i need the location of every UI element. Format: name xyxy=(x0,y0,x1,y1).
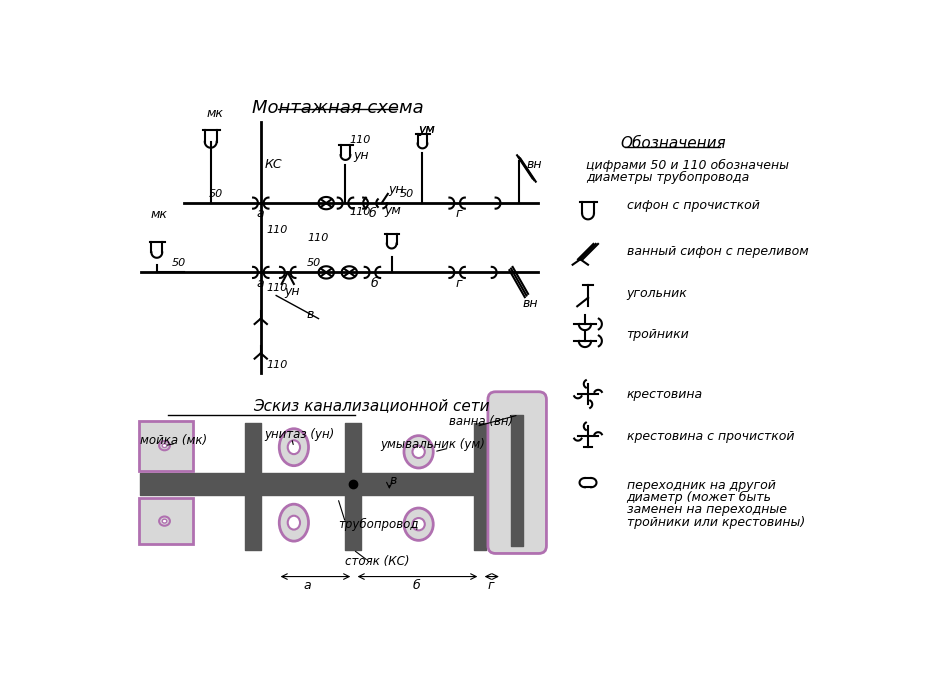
Text: ум: ум xyxy=(384,205,400,217)
Text: диаметр (может быть: диаметр (может быть xyxy=(626,491,770,504)
Text: в: в xyxy=(307,309,314,321)
Text: мк: мк xyxy=(150,208,168,221)
Ellipse shape xyxy=(403,508,433,540)
Text: Обозначения: Обозначения xyxy=(619,136,725,151)
Text: в: в xyxy=(389,474,397,487)
Text: Эскиз канализационной сети: Эскиз канализационной сети xyxy=(253,398,489,413)
Ellipse shape xyxy=(159,441,170,450)
Text: угольник: угольник xyxy=(626,288,687,300)
Text: ванна (вн): ванна (вн) xyxy=(449,415,513,427)
Text: КС: КС xyxy=(264,158,282,171)
Ellipse shape xyxy=(162,444,167,447)
Text: б: б xyxy=(370,276,377,290)
Text: а: а xyxy=(304,579,311,593)
Text: 50: 50 xyxy=(307,258,321,268)
Text: а: а xyxy=(257,276,264,290)
Ellipse shape xyxy=(412,445,425,458)
Text: 110: 110 xyxy=(267,359,288,370)
Text: 110: 110 xyxy=(349,207,370,217)
Bar xyxy=(139,421,193,471)
Ellipse shape xyxy=(287,440,299,454)
Ellipse shape xyxy=(412,518,425,530)
Text: трубопровод: трубопровод xyxy=(337,518,418,530)
Text: крестовина с прочисткой: крестовина с прочисткой xyxy=(626,430,794,443)
Text: ун: ун xyxy=(353,149,368,162)
Text: г: г xyxy=(455,207,462,221)
Text: ум: ум xyxy=(418,124,435,137)
Text: мк: мк xyxy=(207,107,223,119)
Text: г: г xyxy=(455,276,462,290)
Ellipse shape xyxy=(159,517,170,526)
Ellipse shape xyxy=(162,519,167,523)
Text: ун: ун xyxy=(284,285,299,298)
Text: вн: вн xyxy=(522,297,538,310)
Text: мойка (мк): мойка (мк) xyxy=(140,433,207,447)
Text: 110: 110 xyxy=(267,225,288,235)
Ellipse shape xyxy=(403,436,433,468)
Text: переходник на другой: переходник на другой xyxy=(626,479,775,492)
Text: 110: 110 xyxy=(349,135,370,145)
Text: б: б xyxy=(412,579,420,593)
Text: заменен на переходные: заменен на переходные xyxy=(626,503,786,517)
Text: 50: 50 xyxy=(399,189,413,199)
Text: г: г xyxy=(488,579,494,593)
Text: 110: 110 xyxy=(307,232,328,243)
Text: диаметры трубопровода: диаметры трубопровода xyxy=(586,171,749,184)
FancyBboxPatch shape xyxy=(488,392,546,554)
Text: умывальник (ум): умывальник (ум) xyxy=(380,438,485,451)
Text: вн: вн xyxy=(526,158,541,171)
Text: ванный сифон с переливом: ванный сифон с переливом xyxy=(626,245,807,258)
Text: тройники или крестовины): тройники или крестовины) xyxy=(626,516,804,528)
Text: а: а xyxy=(257,207,264,221)
Text: 50: 50 xyxy=(209,189,222,199)
Text: крестовина: крестовина xyxy=(626,387,702,401)
Ellipse shape xyxy=(279,429,308,466)
Text: Монтажная схема: Монтажная схема xyxy=(252,99,423,117)
Text: тройники: тройники xyxy=(626,328,689,341)
Text: ун: ун xyxy=(387,183,403,195)
Ellipse shape xyxy=(287,516,299,530)
Ellipse shape xyxy=(279,504,308,541)
Text: сифон с прочисткой: сифон с прочисткой xyxy=(626,199,758,212)
Text: ум: ум xyxy=(418,124,435,137)
Text: стояк (КС): стояк (КС) xyxy=(345,555,410,567)
Bar xyxy=(139,498,193,544)
Text: унитаз (ун): унитаз (ун) xyxy=(264,428,335,440)
Text: 110: 110 xyxy=(267,283,288,292)
Text: б: б xyxy=(368,207,376,221)
Text: цифрами 50 и 110 обозначены: цифрами 50 и 110 обозначены xyxy=(586,159,789,172)
Text: 50: 50 xyxy=(172,258,186,268)
